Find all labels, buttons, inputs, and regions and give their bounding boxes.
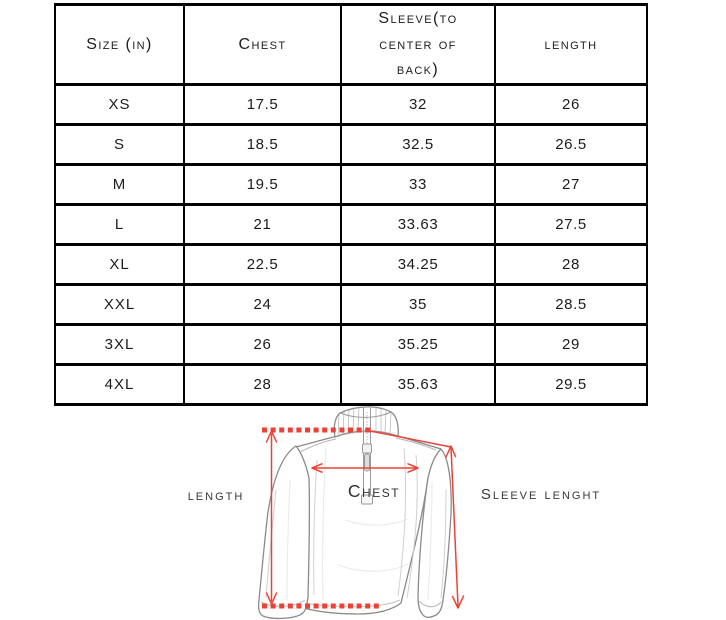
- cell-length: 26: [494, 82, 648, 126]
- chest-arrow: [311, 463, 419, 473]
- sleeve-length-arrow: [369, 430, 465, 609]
- pullover-sketch: [257, 406, 452, 620]
- cell-length: 27.5: [494, 202, 648, 246]
- col-header-length: length: [494, 3, 648, 86]
- table-row: 4XL 28 35.63 29.5: [54, 362, 648, 406]
- cell-size: XL: [54, 242, 185, 286]
- table-row: M 19.5 33 27: [54, 162, 648, 206]
- size-chart-table: Size (in) Chest Sleeve(to center of back…: [54, 3, 648, 406]
- cell-length: 28.5: [494, 282, 648, 326]
- table-row: L 21 33.63 27.5: [54, 202, 648, 246]
- label-sleeve-length: Sleeve lenght: [480, 486, 602, 503]
- header-row: Size (in) Chest Sleeve(to center of back…: [54, 3, 648, 86]
- cell-sleeve: 35.63: [340, 362, 496, 406]
- table-row: XXL 24 35 28.5: [54, 282, 648, 326]
- cell-sleeve: 35: [340, 282, 496, 326]
- cell-size: XXL: [54, 282, 185, 326]
- cell-sleeve: 33.63: [340, 202, 496, 246]
- cell-chest: 28: [183, 362, 342, 406]
- cell-size: L: [54, 202, 185, 246]
- cell-size: XS: [54, 82, 185, 126]
- table-row: 3XL 26 35.25 29: [54, 322, 648, 366]
- collar-hatching: [337, 406, 392, 437]
- cell-chest: 19.5: [183, 162, 342, 206]
- cell-length: 29: [494, 322, 648, 366]
- label-length: length: [187, 487, 245, 504]
- cell-length: 28: [494, 242, 648, 286]
- table-row: XL 22.5 34.25 28: [54, 242, 648, 286]
- cell-sleeve: 34.25: [340, 242, 496, 286]
- table-row: XS 17.5 32 26: [54, 82, 648, 126]
- col-header-chest: Chest: [183, 3, 342, 86]
- cell-chest: 21: [183, 202, 342, 246]
- table-row: S 18.5 32.5 26.5: [54, 122, 648, 166]
- cell-chest: 24: [183, 282, 342, 326]
- cell-size: 4XL: [54, 362, 185, 406]
- cell-chest: 17.5: [183, 82, 342, 126]
- measurement-annotations: [262, 427, 465, 609]
- cell-length: 29.5: [494, 362, 648, 406]
- cell-chest: 26: [183, 322, 342, 366]
- col-header-size: Size (in): [54, 3, 185, 86]
- cell-sleeve: 32: [340, 82, 496, 126]
- cell-sleeve: 33: [340, 162, 496, 206]
- col-header-sleeve-text: Sleeve(to center of back): [378, 10, 458, 79]
- cell-chest: 18.5: [183, 122, 342, 166]
- cell-length: 26.5: [494, 122, 648, 166]
- col-header-sleeve: Sleeve(to center of back): [340, 3, 496, 86]
- cell-size: M: [54, 162, 185, 206]
- cell-size: S: [54, 122, 185, 166]
- cell-length: 27: [494, 162, 648, 206]
- length-arrow: [265, 430, 278, 605]
- label-chest: Chest: [347, 481, 401, 501]
- cell-chest: 22.5: [183, 242, 342, 286]
- cell-sleeve: 35.25: [340, 322, 496, 366]
- cell-size: 3XL: [54, 322, 185, 366]
- cell-sleeve: 32.5: [340, 122, 496, 166]
